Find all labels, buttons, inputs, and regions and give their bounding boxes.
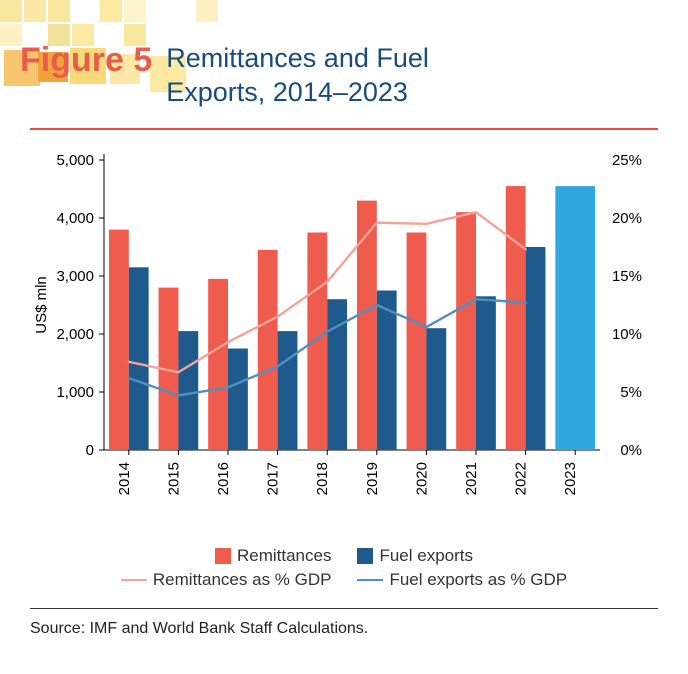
y-right-tick-label: 5% xyxy=(620,384,642,401)
legend-dash xyxy=(121,579,147,581)
y-left-tick-label: 4,000 xyxy=(56,210,94,227)
x-tick-label: 2022 xyxy=(513,462,530,495)
bar-remittances xyxy=(506,186,526,450)
x-tick-label: 2019 xyxy=(364,462,381,495)
bar-remittances xyxy=(258,250,278,450)
y-right-tick-label: 0% xyxy=(620,442,642,459)
legend-swatch xyxy=(357,548,373,564)
bar-remittances xyxy=(357,201,377,450)
x-tick-label: 2018 xyxy=(314,462,331,495)
header-rule xyxy=(30,128,658,130)
legend-item: Fuel exports as % GDP xyxy=(357,570,567,590)
y-left-tick-label: 2,000 xyxy=(56,326,94,343)
bar-fuel-exports xyxy=(228,349,248,451)
legend-item: Remittances xyxy=(215,546,331,566)
bar-fuel-exports xyxy=(526,247,546,450)
y-right-tick-label: 10% xyxy=(612,326,642,343)
bar-fuel-exports xyxy=(278,331,298,450)
x-tick-label: 2023 xyxy=(562,462,579,495)
legend-item: Fuel exports xyxy=(357,546,473,566)
combo-chart: 0 1,000 2,000 3,000 4,000 5,000 0% 5% 10% 15% 20% 2… xyxy=(30,140,658,540)
legend-row-2: Remittances as % GDP Fuel exports as % GD… xyxy=(30,570,658,590)
legend-dash xyxy=(357,579,383,581)
legend: Remittances Fuel exports Remittances as %… xyxy=(30,546,658,594)
deco-square xyxy=(0,0,22,22)
deco-square xyxy=(124,0,146,22)
y-left-tick-label: 5,000 xyxy=(56,152,94,169)
figure-header: Figure 5 Remittances and Fuel Exports, 2… xyxy=(20,42,668,110)
figure-title-line1: Remittances and Fuel xyxy=(166,43,429,73)
deco-square xyxy=(100,0,122,22)
chart-container: 0 1,000 2,000 3,000 4,000 5,000 0% 5% 10% 15% 20% 2… xyxy=(30,140,658,540)
y-left-tick-label: 1,000 xyxy=(56,384,94,401)
legend-item: Remittances as % GDP xyxy=(121,570,332,590)
y-right-tick-label: 15% xyxy=(612,268,642,285)
figure-label: Figure 5 xyxy=(20,42,152,79)
bar-2023 xyxy=(555,186,595,450)
x-tick-label: 2016 xyxy=(215,462,232,495)
x-tick-label: 2014 xyxy=(116,462,133,495)
legend-label: Remittances xyxy=(237,546,331,566)
bar-fuel-exports xyxy=(178,331,198,450)
y-left-tick-label: 0 xyxy=(86,442,94,459)
deco-square xyxy=(24,0,46,22)
source-text: Source: IMF and World Bank Staff Calcula… xyxy=(30,620,368,638)
bar-remittances xyxy=(307,233,327,451)
legend-swatch xyxy=(215,548,231,564)
legend-label: Fuel exports xyxy=(379,546,473,566)
x-tick-label: 2020 xyxy=(413,462,430,495)
bar-fuel-exports xyxy=(377,291,397,451)
legend-row-1: Remittances Fuel exports xyxy=(30,546,658,566)
footer-rule xyxy=(30,608,658,609)
bar-fuel-exports xyxy=(129,267,149,450)
legend-label: Fuel exports as % GDP xyxy=(389,570,567,590)
legend-label: Remittances as % GDP xyxy=(153,570,332,590)
x-tick-label: 2017 xyxy=(265,462,282,495)
x-tick-label: 2021 xyxy=(463,462,480,495)
bar-remittances xyxy=(407,233,427,451)
y-right-tick-label: 20% xyxy=(612,210,642,227)
bar-remittances xyxy=(456,212,476,450)
figure-title-line2: Exports, 2014–2023 xyxy=(166,77,408,107)
y-left-axis-label: US$ mln xyxy=(33,276,50,334)
bar-fuel-exports xyxy=(426,328,446,450)
deco-square xyxy=(48,0,70,22)
y-left-tick-label: 3,000 xyxy=(56,268,94,285)
bar-remittances xyxy=(109,230,129,450)
deco-square xyxy=(0,24,22,46)
x-tick-label: 2015 xyxy=(165,462,182,495)
bar-fuel-exports xyxy=(476,296,496,450)
y-right-tick-label: 25% xyxy=(612,152,642,169)
deco-square xyxy=(196,0,218,22)
figure-title: Remittances and Fuel Exports, 2014–2023 xyxy=(166,42,429,110)
bar-remittances xyxy=(208,279,228,450)
